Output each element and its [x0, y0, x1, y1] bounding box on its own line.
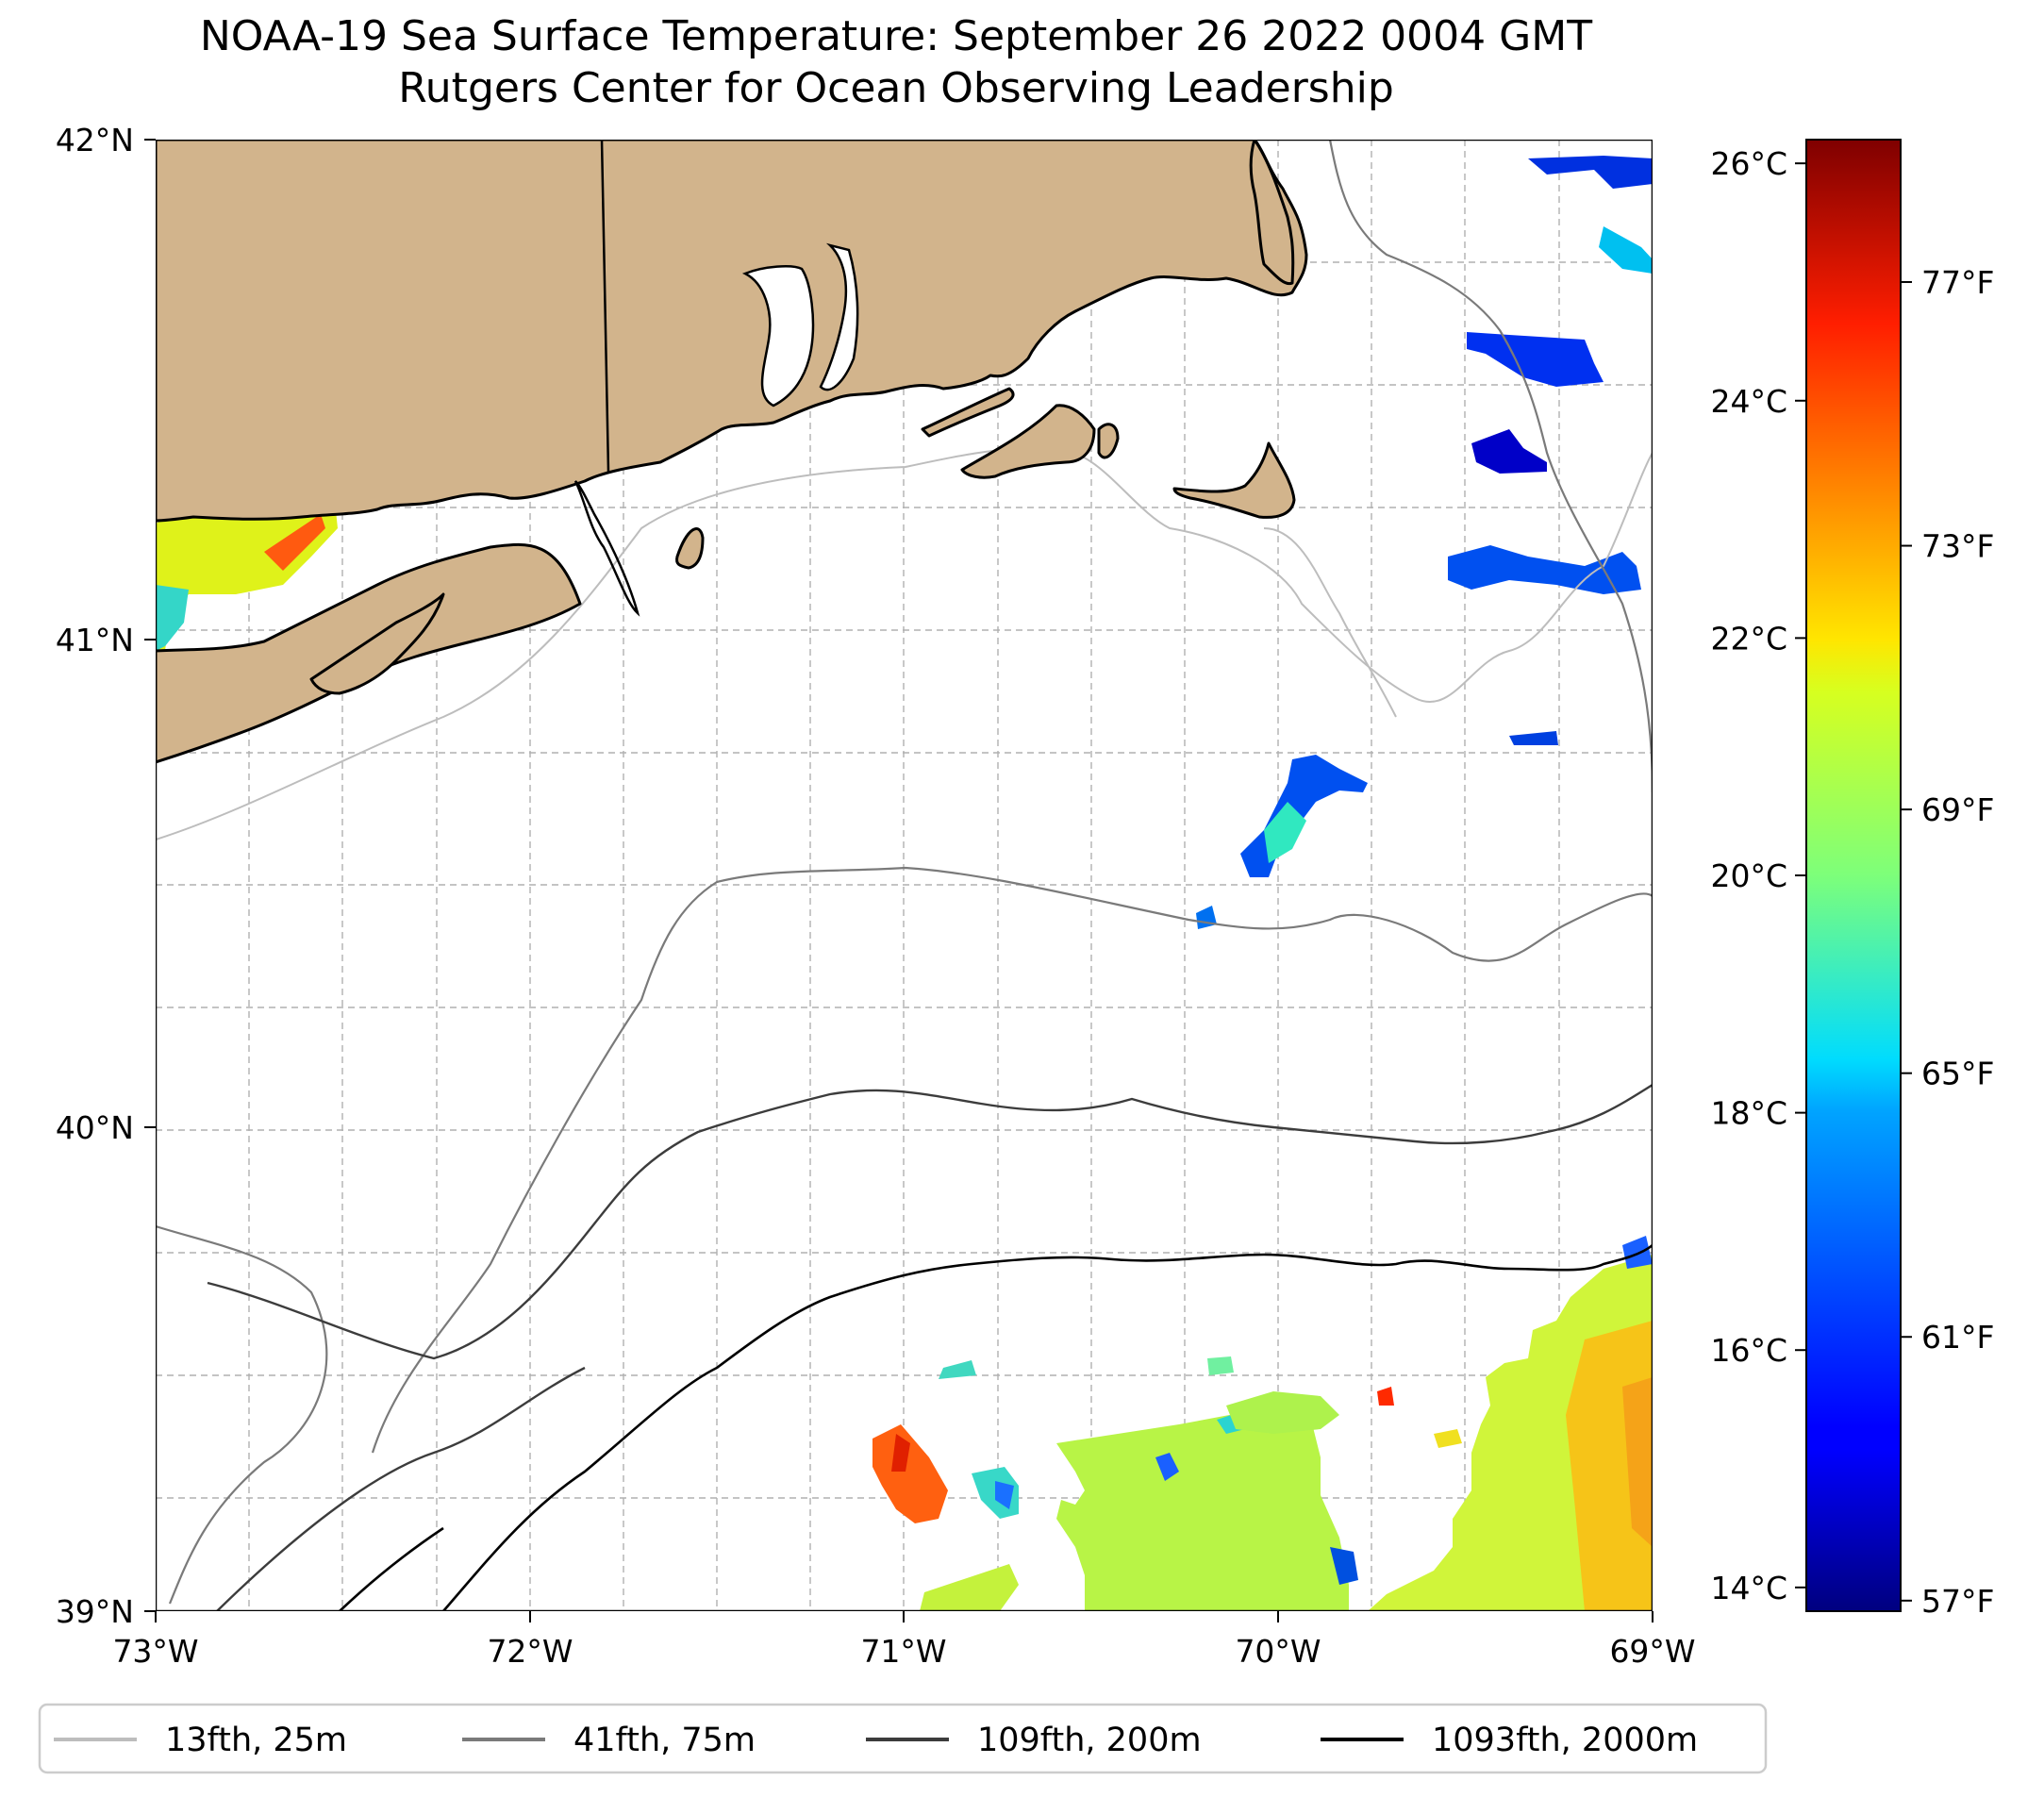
x-axis: 73°W 72°W 71°W 70°W 69°W — [112, 1611, 1696, 1670]
celsius-tick-label: 18°C — [1710, 1095, 1787, 1132]
x-tick-label: 71°W — [860, 1633, 946, 1670]
y-tick-label: 41°N — [56, 622, 134, 658]
x-tick-label: 69°W — [1609, 1633, 1695, 1670]
sst-field — [156, 156, 1653, 1611]
fahrenheit-tick-label: 73°F — [1921, 528, 1994, 565]
title-line-1: NOAA-19 Sea Surface Temperature: Septemb… — [200, 12, 1592, 60]
colorbar: 14°C 16°C 18°C 20°C 22°C 24°C 26°C 57°F 61°F 65°… — [1710, 139, 1994, 1620]
legend-label-200m: 109fth, 200m — [977, 1722, 1202, 1759]
legend-label-75m: 41fth, 75m — [573, 1722, 756, 1759]
celsius-axis: 14°C 16°C 18°C 20°C 22°C 24°C 26°C — [1710, 145, 1806, 1606]
fahrenheit-tick-label: 61°F — [1921, 1319, 1994, 1356]
celsius-tick-label: 22°C — [1710, 620, 1787, 657]
x-tick-label: 72°W — [487, 1633, 573, 1670]
fahrenheit-axis: 57°F 61°F 65°F 69°F 73°F 77°F — [1901, 264, 1994, 1620]
fahrenheit-tick-label: 69°F — [1921, 791, 1994, 828]
fahrenheit-tick-label: 65°F — [1921, 1056, 1994, 1092]
title-line-2: Rutgers Center for Ocean Observing Leade… — [398, 64, 1394, 112]
y-tick-label: 40°N — [56, 1109, 134, 1146]
land — [156, 140, 1308, 764]
celsius-tick-label: 24°C — [1710, 383, 1787, 420]
map-panel — [156, 140, 1653, 1611]
celsius-tick-label: 14°C — [1710, 1570, 1787, 1606]
celsius-tick-label: 26°C — [1710, 145, 1787, 182]
x-tick-label: 73°W — [112, 1633, 198, 1670]
legend: 13fth, 25m 41fth, 75m 109fth, 200m 1093f… — [38, 1703, 1768, 1774]
legend-label-25m: 13fth, 25m — [165, 1722, 347, 1759]
y-tick-label: 39°N — [56, 1593, 134, 1630]
y-axis: 42°N 41°N 40°N 39°N — [56, 122, 156, 1630]
y-tick-label: 42°N — [56, 122, 134, 158]
legend-label-2000m: 1093fth, 2000m — [1432, 1722, 1698, 1759]
fahrenheit-tick-label: 77°F — [1921, 264, 1994, 301]
celsius-tick-label: 16°C — [1710, 1332, 1787, 1369]
colorbar-gradient — [1805, 139, 1902, 1612]
celsius-tick-label: 20°C — [1710, 857, 1787, 894]
fahrenheit-tick-label: 57°F — [1921, 1583, 1994, 1620]
x-tick-label: 70°W — [1235, 1633, 1321, 1670]
